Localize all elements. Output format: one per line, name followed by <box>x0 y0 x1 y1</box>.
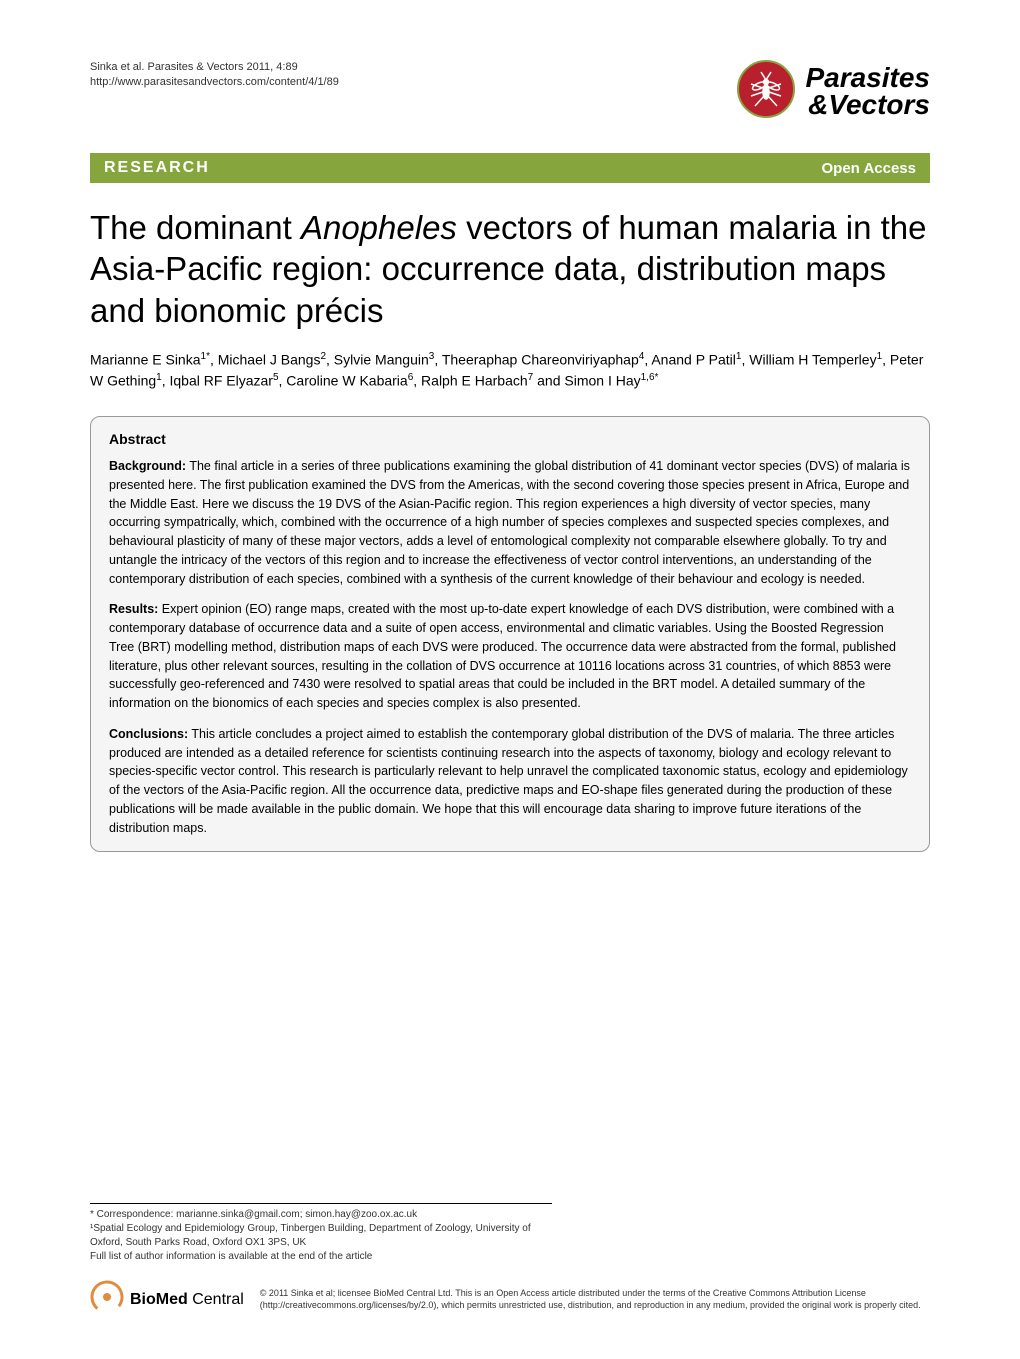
bottom-row: BioMed Central © 2011 Sinka et al; licen… <box>90 1280 930 1319</box>
bmc-bracket-icon <box>90 1280 124 1319</box>
correspondence: * Correspondence: marianne.sinka@gmail.c… <box>90 1203 552 1264</box>
abstract-paragraph: Background: The final article in a serie… <box>109 457 911 588</box>
research-bar: RESEARCH Open Access <box>90 153 930 183</box>
abstract-section-text: Expert opinion (EO) range maps, created … <box>109 602 896 710</box>
correspondence-line: Full list of author information is avail… <box>90 1250 552 1264</box>
title-italic: Anopheles <box>301 209 457 246</box>
abstract-section-label: Background: <box>109 459 186 473</box>
journal-name-line2: &Vectors <box>808 89 930 120</box>
abstract-section-label: Results: <box>109 602 158 616</box>
article-title: The dominant Anopheles vectors of human … <box>90 207 930 331</box>
open-access-label: Open Access <box>822 160 917 177</box>
abstract-section-label: Conclusions: <box>109 727 188 741</box>
correspondence-line: ¹Spatial Ecology and Epidemiology Group,… <box>90 1222 552 1250</box>
citation-line-2: http://www.parasitesandvectors.com/conte… <box>90 75 339 90</box>
footer-block: * Correspondence: marianne.sinka@gmail.c… <box>90 1203 930 1319</box>
title-pre: The dominant <box>90 209 301 246</box>
abstract-paragraph: Results: Expert opinion (EO) range maps,… <box>109 600 911 713</box>
abstract-paragraph: Conclusions: This article concludes a pr… <box>109 725 911 838</box>
header-row: Sinka et al. Parasites & Vectors 2011, 4… <box>90 60 930 123</box>
mosquito-badge-icon <box>737 60 795 123</box>
journal-logo: Parasites &Vectors <box>737 60 930 123</box>
abstract-section-text: This article concludes a project aimed t… <box>109 727 908 835</box>
citation-header: Sinka et al. Parasites & Vectors 2011, 4… <box>90 60 339 91</box>
abstract-heading: Abstract <box>109 431 911 447</box>
abstract-section-text: The final article in a series of three p… <box>109 459 910 586</box>
research-label: RESEARCH <box>104 159 210 177</box>
page-container: Sinka et al. Parasites & Vectors 2011, 4… <box>0 0 1020 1359</box>
author-list: Marianne E Sinka1*, Michael J Bangs2, Sy… <box>90 349 930 392</box>
abstract-box: Abstract Background: The final article i… <box>90 416 930 852</box>
citation-line-1: Sinka et al. Parasites & Vectors 2011, 4… <box>90 60 339 75</box>
biomedcentral-logo: BioMed Central <box>90 1280 244 1319</box>
correspondence-line: * Correspondence: marianne.sinka@gmail.c… <box>90 1208 552 1222</box>
bmc-text: BioMed Central <box>130 1291 244 1309</box>
license-text: © 2011 Sinka et al; licensee BioMed Cent… <box>260 1288 930 1311</box>
journal-name: Parasites &Vectors <box>805 65 930 118</box>
